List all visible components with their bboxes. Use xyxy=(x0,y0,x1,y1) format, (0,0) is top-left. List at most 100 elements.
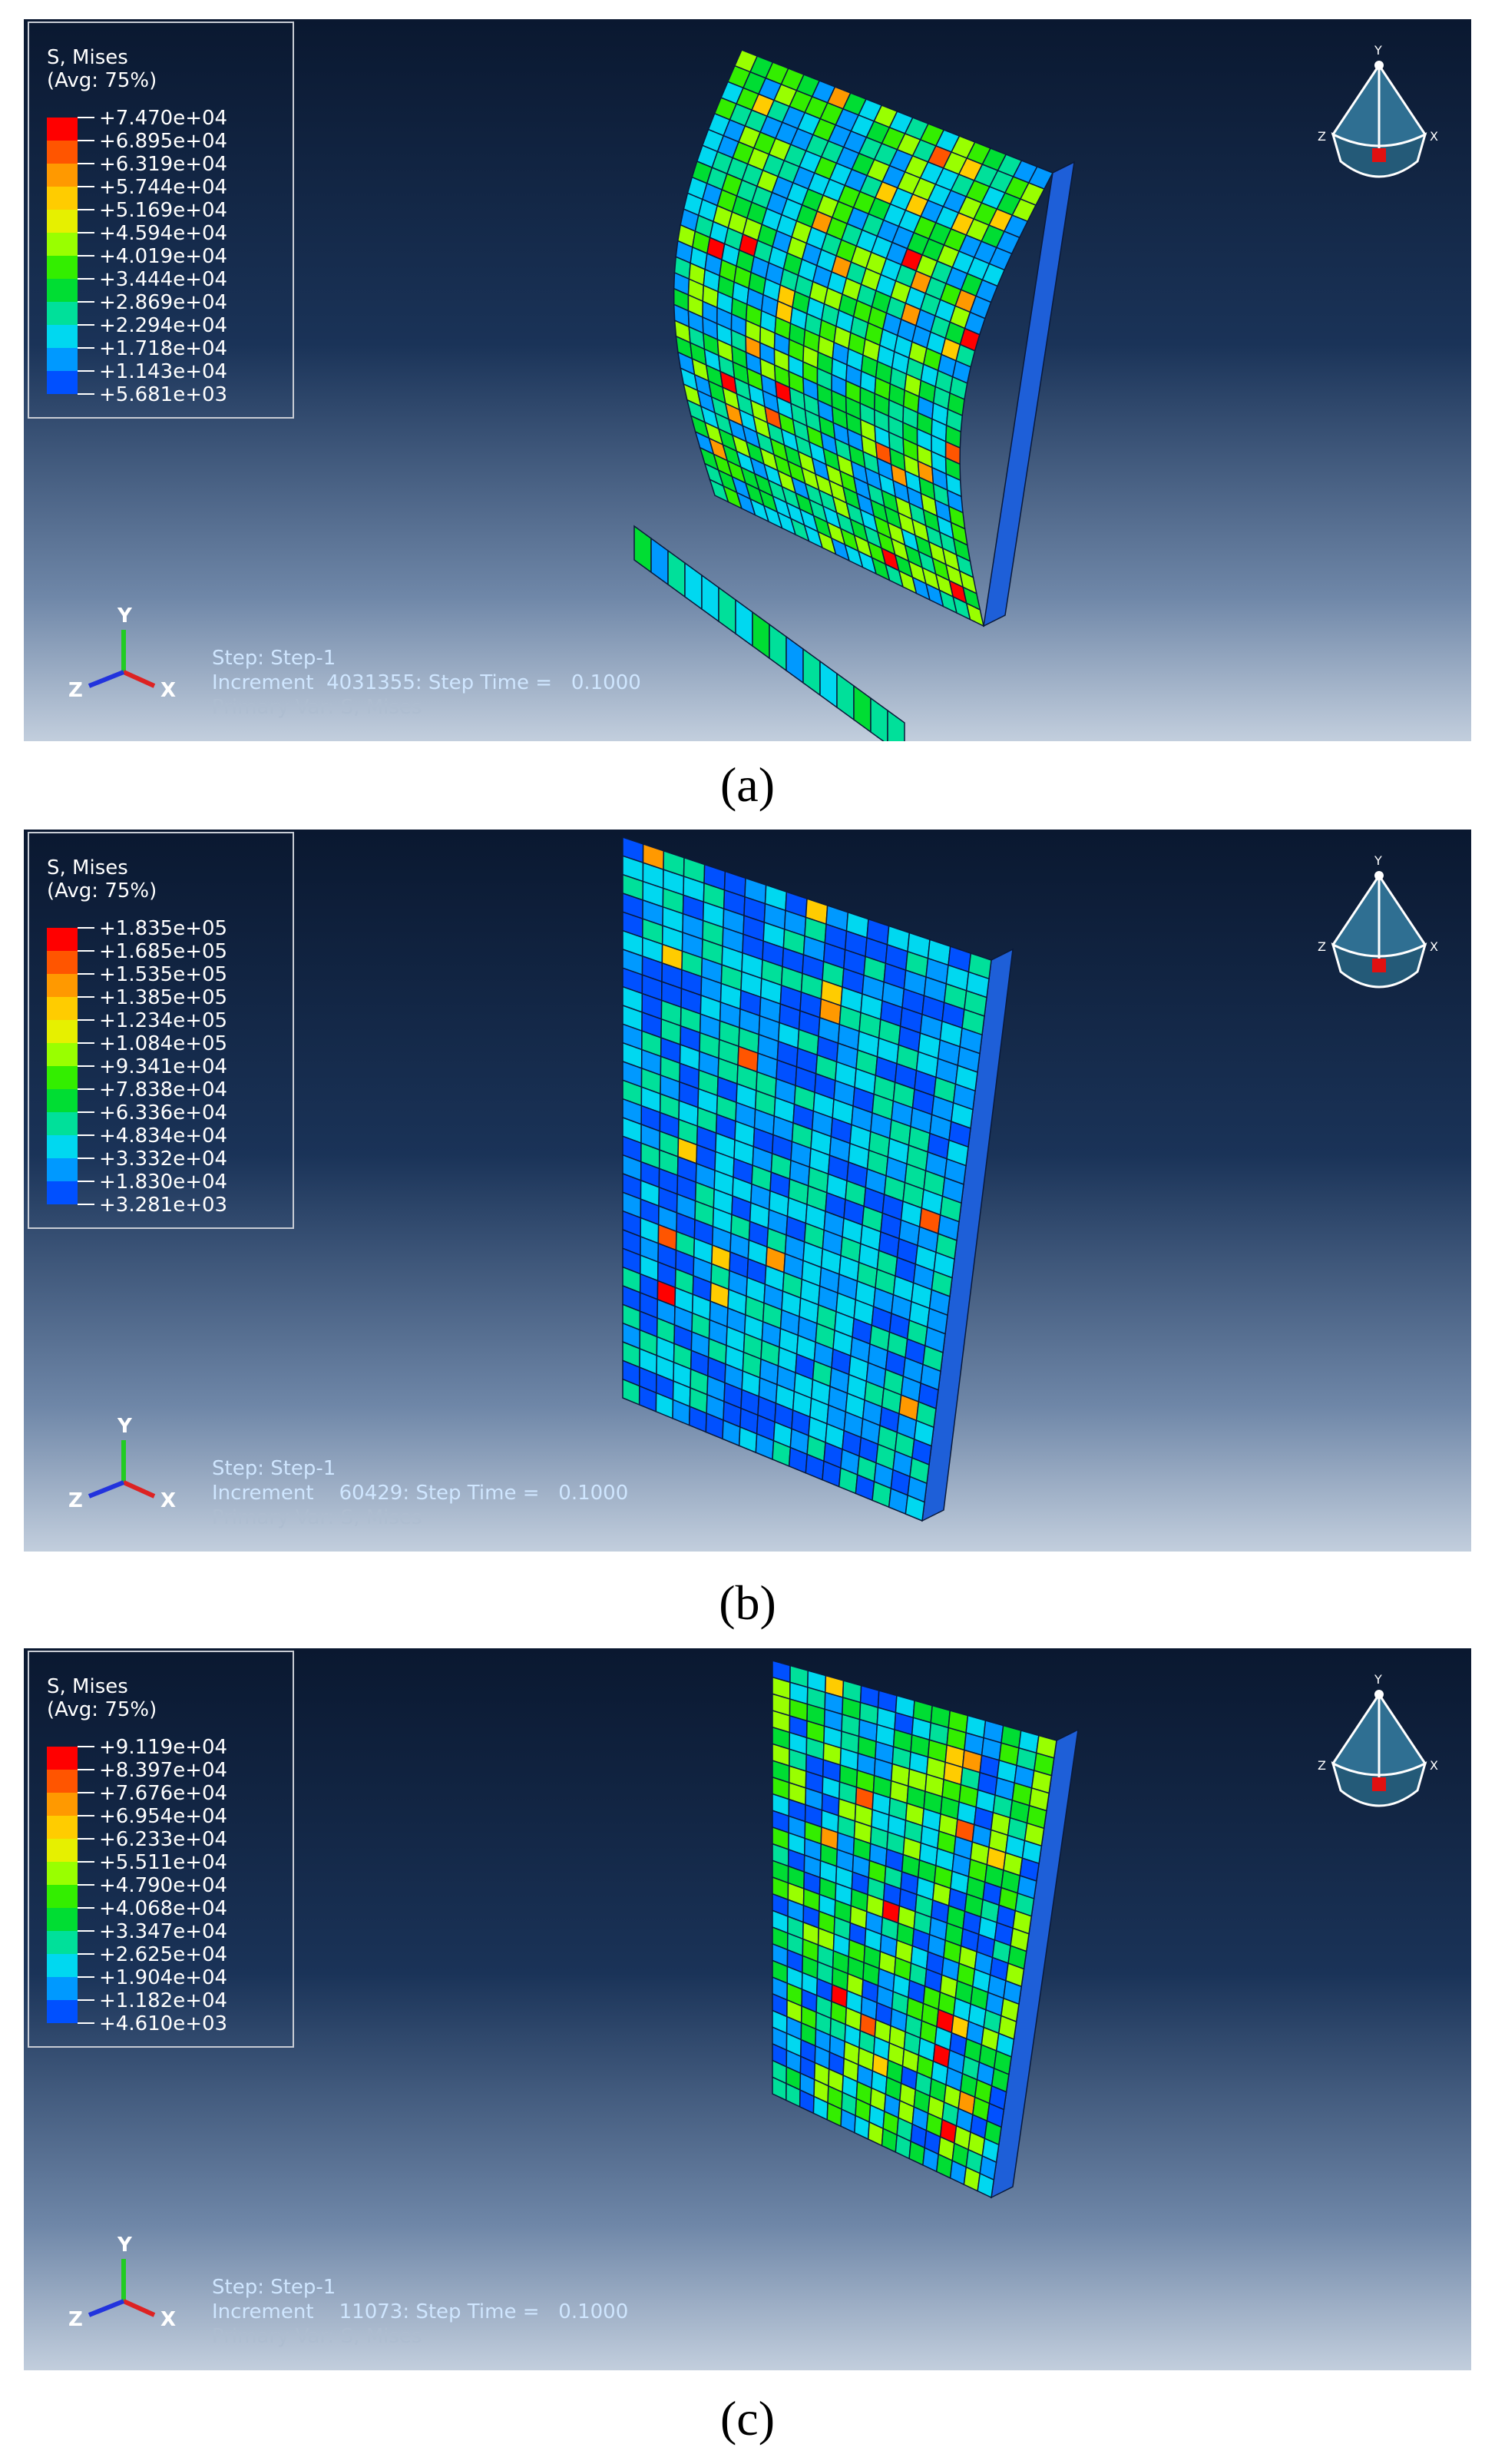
panel-label: (c) xyxy=(719,2391,776,2446)
legend-value: +6.895e+04 xyxy=(99,130,227,153)
view-label-z: Z xyxy=(1318,1758,1326,1773)
legend-value: +3.347e+04 xyxy=(99,1920,227,1943)
legend-value: +2.625e+04 xyxy=(99,1943,227,1966)
legend-swatch xyxy=(47,1885,78,1908)
triad-label-z: Z xyxy=(68,679,83,702)
view-label-x: X xyxy=(1430,129,1438,144)
triad-label-z: Z xyxy=(68,2308,83,2331)
view-label-z: Z xyxy=(1318,939,1326,954)
view-cube-marker xyxy=(1372,1777,1386,1791)
legend-swatch xyxy=(47,325,78,348)
legend-swatch xyxy=(47,1158,78,1181)
legend-swatch xyxy=(47,348,78,371)
legend-swatch xyxy=(47,1770,78,1793)
legend-swatch xyxy=(47,1135,78,1158)
triad-label-x: X xyxy=(160,2308,176,2331)
legend-value: +5.744e+04 xyxy=(99,176,227,199)
panel-label: (b) xyxy=(719,1575,776,1630)
legend-value: +3.281e+03 xyxy=(99,1194,227,1217)
view-cube-dot xyxy=(1374,871,1384,880)
mesh-cell xyxy=(977,2172,995,2199)
legend-value: +4.019e+04 xyxy=(99,245,227,268)
triad-label-z: Z xyxy=(68,1489,83,1512)
triad-label-y: Y xyxy=(117,2234,133,2257)
triad-x xyxy=(122,1480,156,1499)
legend-value: +6.336e+04 xyxy=(99,1101,227,1124)
view-cube-dot xyxy=(1374,1690,1384,1699)
viewport: S, Mises(Avg: 75%)+1.835e+05+1.685e+05+1… xyxy=(24,830,1471,1552)
legend-value: +3.332e+04 xyxy=(99,1148,227,1171)
legend-subtitle: (Avg: 75%) xyxy=(47,1698,157,1721)
legend-value: +4.610e+03 xyxy=(99,2012,227,2035)
legend-swatch xyxy=(47,1816,78,1839)
legend-swatch xyxy=(47,1747,78,1770)
mesh-side xyxy=(983,161,1075,628)
legend-value: +1.685e+05 xyxy=(99,940,227,963)
legend-value: +1.143e+04 xyxy=(99,360,227,383)
legend-value: +1.535e+05 xyxy=(99,963,227,986)
legend-title: S, Mises xyxy=(47,856,128,879)
increment-text: Increment 60429: Step Time = 0.1000 xyxy=(212,1482,628,1505)
legend-value: +6.954e+04 xyxy=(99,1805,227,1828)
triad-x xyxy=(122,670,156,688)
view-label-x: X xyxy=(1430,939,1438,954)
view-cube-marker xyxy=(1372,959,1386,972)
legend-value: +1.718e+04 xyxy=(99,337,227,360)
legend-swatch xyxy=(47,951,78,974)
mesh-cell xyxy=(965,602,985,628)
legend-swatch xyxy=(47,210,78,233)
legend-value: +1.084e+05 xyxy=(99,1032,227,1055)
mesh-cell xyxy=(905,1494,925,1522)
legend-box xyxy=(28,1651,294,2048)
view-label-y: Y xyxy=(1374,1672,1382,1687)
legend-title: S, Mises xyxy=(47,1675,128,1698)
step-text: Step: Step-1 xyxy=(212,647,336,670)
mesh xyxy=(772,1660,1079,2199)
step-text: Step: Step-1 xyxy=(212,2276,336,2299)
legend-swatch xyxy=(47,1043,78,1066)
legend-swatch xyxy=(47,974,78,997)
triad-z xyxy=(88,2299,125,2317)
legend-swatch xyxy=(47,302,78,325)
legend-value: +1.835e+05 xyxy=(99,917,227,940)
view-cube-marker xyxy=(1372,148,1386,162)
legend-swatch xyxy=(47,1112,78,1135)
view-cube-dot xyxy=(1374,61,1384,70)
mesh xyxy=(622,836,1014,1522)
legend-value: +4.068e+04 xyxy=(99,1897,227,1920)
viewport: S, Mises(Avg: 75%) +9.119e+04+8.397e+04+7… xyxy=(24,1648,1471,2370)
view-label-y: Y xyxy=(1374,43,1382,58)
legend-swatch xyxy=(47,2000,78,2023)
increment-text: Increment 11073: Step Time = 0.1000 xyxy=(212,2300,628,2323)
triad-label-y: Y xyxy=(117,1415,133,1438)
legend-swatch xyxy=(47,1862,78,1885)
primary-var-text: Primary Var: S, Mises xyxy=(212,696,422,719)
legend-swatch xyxy=(47,997,78,1020)
panel-label: (a) xyxy=(719,757,776,812)
legend-swatch xyxy=(47,1908,78,1931)
legend-value: +7.676e+04 xyxy=(99,1782,227,1805)
legend-value: +6.233e+04 xyxy=(99,1828,227,1851)
legend-swatch xyxy=(47,1839,78,1862)
mesh-cell xyxy=(870,697,888,741)
legend-value: +7.838e+04 xyxy=(99,1078,227,1101)
legend-title: S, Mises xyxy=(47,46,128,69)
legend-value: +4.834e+04 xyxy=(99,1124,227,1148)
legend-swatch xyxy=(47,256,78,279)
legend-value: +9.341e+04 xyxy=(99,1055,227,1078)
triad-label-y: Y xyxy=(117,604,133,628)
background xyxy=(24,1648,1471,2370)
legend-value: +2.294e+04 xyxy=(99,314,227,337)
triad-z xyxy=(88,670,125,688)
legend-value: +4.790e+04 xyxy=(99,1874,227,1897)
triad-x xyxy=(122,2299,156,2317)
legend-value: +8.397e+04 xyxy=(99,1759,227,1782)
triad-z xyxy=(88,1480,125,1499)
legend-swatch xyxy=(47,141,78,164)
legend-value: +1.830e+04 xyxy=(99,1171,227,1194)
primary-var-text: Primary Var: S, Mises xyxy=(212,2325,422,2348)
legend-value: +1.385e+05 xyxy=(99,986,227,1009)
legend-swatch xyxy=(47,1977,78,2000)
viewport: S, Mises(Avg: 75%) +7.470e+04+6.895e+04+6… xyxy=(24,19,1471,741)
legend-subtitle: (Avg: 75%) xyxy=(47,879,157,902)
